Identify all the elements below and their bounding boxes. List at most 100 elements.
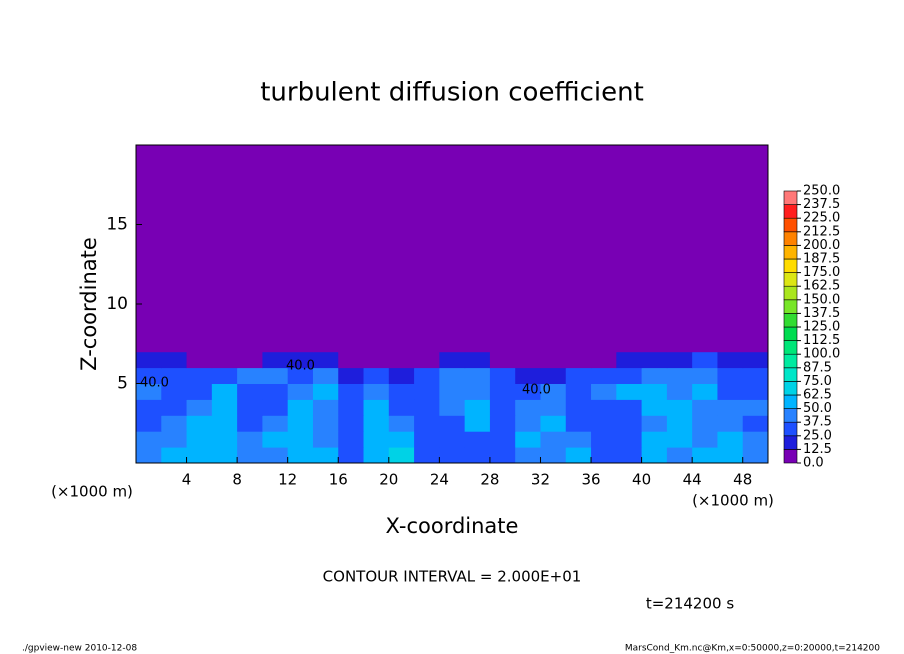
field-cell xyxy=(262,367,289,384)
field-cell xyxy=(565,447,592,464)
colorbar-cell xyxy=(783,367,798,382)
x-tick-label: 4 xyxy=(182,471,192,489)
y-tick-label: 10 xyxy=(106,294,128,314)
field-cell xyxy=(414,447,440,464)
field-cell xyxy=(742,431,769,448)
field-cell xyxy=(312,447,339,464)
field-cell xyxy=(338,415,365,432)
field-cell xyxy=(692,351,718,369)
footer-right: MarsCond_Km.nc@Km,x=0:50000,z=0:20000,t=… xyxy=(625,644,880,654)
colorbar-label: 62.5 xyxy=(803,388,832,403)
plot-area xyxy=(135,144,769,464)
field-cell xyxy=(717,447,744,464)
field-cell xyxy=(489,447,516,464)
field-cell xyxy=(515,399,541,416)
field-cell xyxy=(237,447,263,464)
field-cell xyxy=(565,145,592,353)
contour-label: 40.0 xyxy=(286,359,315,374)
colorbar-label: 112.5 xyxy=(803,333,840,348)
field-cell xyxy=(515,415,541,432)
field-cell xyxy=(489,431,516,448)
colorbar-cell xyxy=(783,231,798,246)
colorbar-label: 162.5 xyxy=(803,279,840,294)
colorbar-label: 137.5 xyxy=(803,306,840,321)
field-cell xyxy=(692,415,718,432)
field-cell xyxy=(363,367,390,384)
field-cell xyxy=(439,145,466,353)
colorbar-cell xyxy=(783,245,798,260)
field-cell xyxy=(666,431,693,448)
field-cell xyxy=(439,447,466,464)
field-cell xyxy=(388,447,415,464)
field-cell xyxy=(312,351,339,369)
field-cell xyxy=(565,431,592,448)
field-cell xyxy=(136,447,162,464)
field-cell xyxy=(489,351,516,369)
annotations: 40.0 40.0 40.0 xyxy=(140,359,551,398)
field-cell xyxy=(414,415,440,432)
field-cell xyxy=(161,145,188,353)
field-cell xyxy=(616,415,643,432)
field-cell xyxy=(186,383,213,400)
field-cell xyxy=(338,367,365,384)
colorbar-cell xyxy=(783,258,798,273)
field-cell xyxy=(161,351,188,369)
field-cell xyxy=(388,415,415,432)
field-cell xyxy=(540,367,567,384)
field-cell xyxy=(237,399,263,416)
field-cell xyxy=(742,145,769,353)
colorbar-cell xyxy=(783,299,798,314)
field-cell xyxy=(540,431,567,448)
colorbar-cell xyxy=(783,340,798,355)
field-cell xyxy=(338,447,365,464)
colorbar-label: 150.0 xyxy=(803,292,840,307)
field-cell xyxy=(692,399,718,416)
field-cell xyxy=(161,447,188,464)
field-cell xyxy=(312,399,339,416)
field-cell xyxy=(616,431,643,448)
field-cell xyxy=(211,447,238,464)
field-cell xyxy=(666,383,693,400)
field-cell xyxy=(616,383,643,400)
field-cell xyxy=(136,367,162,384)
field-cell xyxy=(136,399,162,416)
field-cell xyxy=(287,431,314,448)
field-cell xyxy=(439,431,466,448)
field-cell xyxy=(489,399,516,416)
field-cell xyxy=(312,415,339,432)
field-cell xyxy=(262,145,289,353)
colorbar-label: 125.0 xyxy=(803,320,840,335)
field-cell xyxy=(565,367,592,384)
y-tick-label: 5 xyxy=(117,374,128,394)
field-cell xyxy=(540,383,567,400)
field-cell xyxy=(161,415,188,432)
field-cell xyxy=(186,415,213,432)
field-cell xyxy=(515,383,541,400)
field-cell xyxy=(515,351,541,369)
colorbar-cell xyxy=(783,381,798,396)
field-cell xyxy=(616,447,643,464)
field-cell xyxy=(262,431,289,448)
colorbar-label: 212.5 xyxy=(803,224,840,239)
field-cell xyxy=(565,399,592,416)
field-cell xyxy=(692,383,718,400)
field-cell xyxy=(489,415,516,432)
field-cell xyxy=(338,145,365,353)
field-cell xyxy=(464,399,491,416)
colorbar-label: 87.5 xyxy=(803,360,832,375)
field-cell xyxy=(338,383,365,400)
field-cell xyxy=(136,351,162,369)
x-tick-label: 12 xyxy=(278,471,297,489)
field-cell xyxy=(211,415,238,432)
colorbar-label: 175.0 xyxy=(803,265,840,280)
field-cell xyxy=(540,351,567,369)
field-cell xyxy=(641,431,668,448)
colorbar-cell xyxy=(783,326,798,341)
field-cell xyxy=(287,145,314,353)
field-cell xyxy=(515,145,541,353)
colorbar-label: 250.0 xyxy=(803,184,840,199)
field-cell xyxy=(464,431,491,448)
field-cell xyxy=(666,367,693,384)
field-cell xyxy=(464,383,491,400)
